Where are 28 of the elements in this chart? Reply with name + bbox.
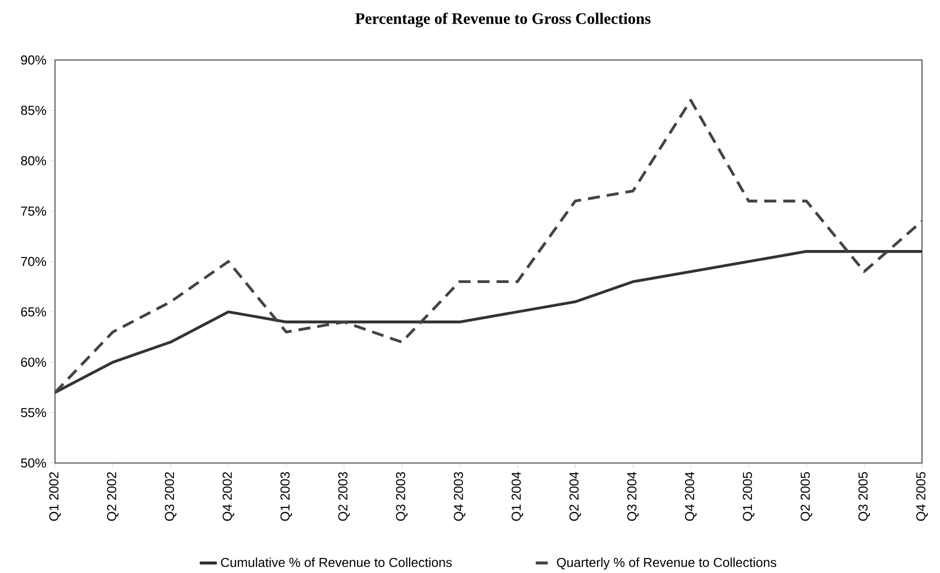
x-tick-label: Q3 2002 [164, 472, 176, 521]
x-tick-label: Q4 2004 [685, 472, 697, 521]
y-tick-label: 55% [20, 408, 46, 418]
x-tick-label: Q3 2004 [627, 472, 639, 521]
x-tick-label: Q4 2005 [916, 472, 928, 521]
x-tick-label: Q2 2002 [107, 472, 119, 521]
y-tick-label: 65% [21, 307, 46, 316]
legend-label: Quarterly % of Revenue to Collections [556, 558, 776, 570]
y-tick-label: 50% [20, 458, 46, 468]
x-tick-label: Q1 2004 [512, 472, 524, 521]
x-tick-label: Q4 2003 [454, 472, 466, 521]
x-tick-label: Q3 2003 [396, 472, 408, 521]
y-tick-label: 80% [21, 156, 46, 166]
y-tick-label: 70% [21, 256, 46, 266]
y-tick-label: 90% [21, 55, 46, 65]
legend-label: Cumulative % of Revenue to Collections [221, 558, 452, 568]
x-tick-label: Q1 2005 [742, 472, 754, 521]
x-tick-label: Q1 2002 [49, 472, 61, 521]
x-tick-label: Q2 2003 [338, 472, 350, 521]
x-tick-label: Q2 2005 [800, 472, 812, 521]
chart-title: Percentage of Revenue to Gross Collections [355, 12, 651, 28]
y-tick-label: 85% [21, 106, 46, 115]
x-tick-label: Q2 2004 [569, 472, 581, 521]
y-tick-label: 75% [21, 206, 46, 216]
x-tick-label: Q1 2003 [280, 472, 292, 521]
x-tick-label: Q3 2005 [858, 472, 870, 521]
x-tick-label: Q4 2002 [222, 472, 234, 521]
y-tick-label: 60% [21, 358, 46, 367]
